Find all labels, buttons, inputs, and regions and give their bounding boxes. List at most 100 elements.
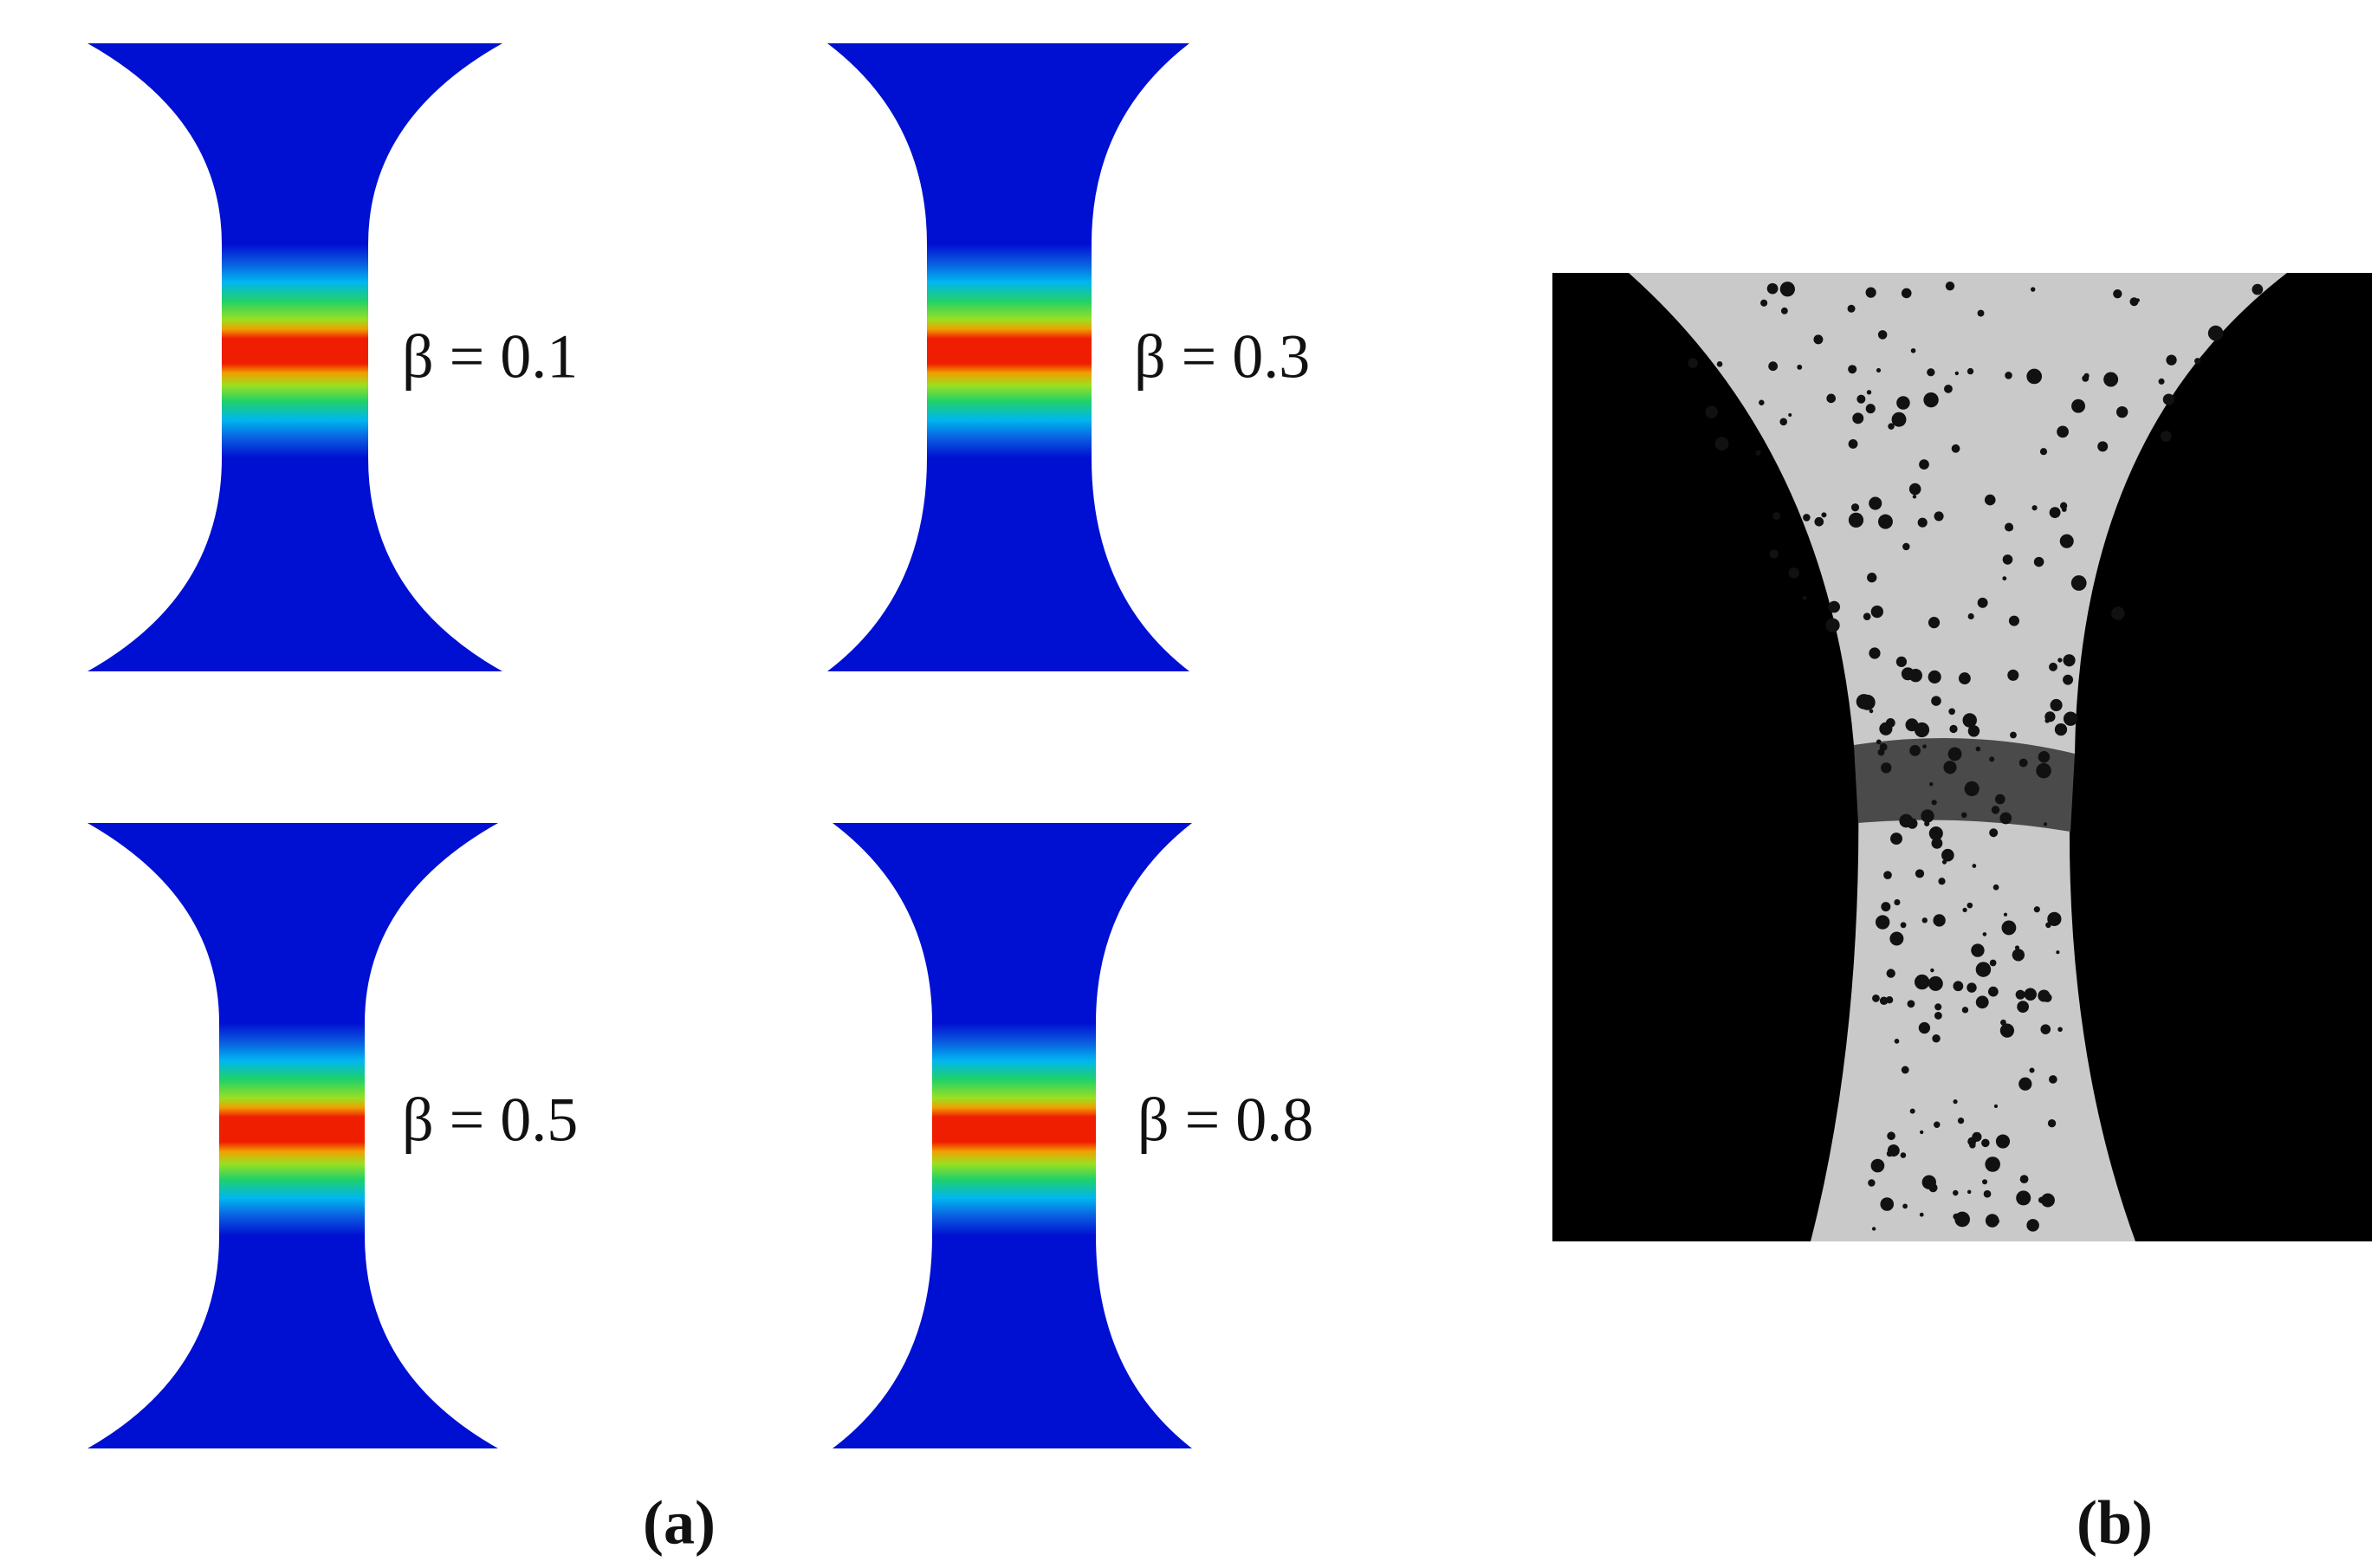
speckle — [1975, 995, 1989, 1009]
speckle — [1907, 1000, 1915, 1008]
speckle — [1941, 859, 1947, 865]
speckle — [1875, 915, 1890, 930]
speckle — [1755, 450, 1761, 456]
speckle — [1921, 809, 1934, 823]
speckle — [1938, 878, 1946, 885]
speckle — [2049, 662, 2057, 671]
speckle — [1962, 907, 1967, 913]
speckle — [1931, 800, 1937, 806]
speckle — [2158, 378, 2165, 385]
speckle — [1985, 1214, 1999, 1228]
speckle — [1953, 1189, 1959, 1196]
speckle — [1848, 439, 1858, 449]
speckle — [1999, 812, 2012, 825]
speckle — [1934, 1003, 1942, 1011]
speckle — [1944, 384, 1953, 393]
speckle — [1848, 512, 1864, 528]
speckle — [1914, 974, 1930, 990]
speckle — [1814, 516, 1824, 527]
speckle — [2194, 358, 2201, 365]
speckle — [1891, 411, 1907, 427]
speckle — [2047, 911, 2062, 927]
speckle — [1928, 826, 1943, 841]
speckle — [1921, 917, 1928, 923]
speckle — [1869, 647, 1881, 659]
speckle — [1927, 368, 1935, 377]
beta-label: β = 0.1 — [402, 322, 578, 392]
speckle — [2252, 283, 2264, 295]
speckle — [2033, 556, 2044, 567]
speckle — [1779, 418, 1788, 426]
speckle — [2026, 1219, 2039, 1232]
speckle — [1912, 495, 1917, 499]
speckle — [1967, 982, 1977, 993]
speckle — [1987, 986, 1999, 997]
speckle — [1779, 282, 1795, 297]
speckle — [2097, 441, 2109, 452]
speckle — [1888, 423, 1895, 430]
specimen-contour — [827, 43, 1189, 671]
speckle — [2003, 912, 2008, 917]
speckle — [1931, 837, 1943, 849]
speckle — [2056, 950, 2060, 955]
speckle — [1813, 334, 1824, 345]
speckle — [1922, 744, 1927, 749]
speckle — [1919, 1212, 1924, 1217]
speckle — [2026, 368, 2043, 385]
specimen-contour — [87, 823, 498, 1448]
caption-a: (a) — [643, 1488, 716, 1558]
speckle — [1995, 794, 2005, 805]
speckle — [1900, 922, 1907, 929]
speckle — [2038, 989, 2051, 1002]
speckle — [1881, 902, 1891, 912]
speckle — [1866, 390, 1872, 395]
speckle — [1958, 672, 1971, 685]
beta-label: β = 0.5 — [402, 1085, 578, 1155]
speckle — [2111, 606, 2125, 620]
speckle — [1759, 399, 1765, 406]
speckle — [2057, 658, 2063, 663]
speckle — [1879, 996, 1889, 1006]
speckle — [2005, 371, 2012, 379]
speckle — [1943, 761, 1957, 774]
speckle — [2160, 431, 2172, 442]
speckle — [2033, 906, 2040, 913]
speckle — [2002, 554, 2013, 565]
speckle — [2047, 1119, 2057, 1128]
speckle — [2082, 374, 2090, 382]
speckle — [1971, 943, 1985, 957]
speckle — [1886, 969, 1895, 978]
speckle — [1900, 1152, 1907, 1158]
speckle — [2012, 949, 2025, 962]
speckle — [1972, 864, 1977, 868]
speckle — [1825, 618, 1840, 632]
speckle — [1873, 497, 1882, 507]
speckle — [1716, 361, 1723, 367]
speckle — [1995, 1134, 2011, 1149]
speckle — [2038, 1196, 2045, 1203]
speckle — [1929, 782, 1934, 787]
speckle — [1977, 597, 1988, 608]
speckle — [1868, 1179, 1876, 1187]
speckle — [1908, 668, 1922, 683]
speckle — [2000, 1019, 2006, 1026]
speckle — [1909, 1108, 1915, 1114]
speckle — [1934, 511, 1944, 522]
speckle — [1901, 288, 1912, 299]
speckle — [1872, 995, 1880, 1002]
speckle — [1981, 1138, 1990, 1148]
speckle — [1889, 931, 1904, 946]
speckle — [1766, 282, 1779, 295]
speckle — [1960, 812, 1967, 819]
speckle — [2070, 575, 2087, 591]
speckle — [1954, 371, 1960, 376]
speckle — [2049, 1075, 2057, 1084]
speckle — [2019, 1175, 2029, 1184]
speckle — [1992, 884, 1999, 891]
speckle — [1788, 412, 1792, 417]
speckle — [2063, 711, 2078, 726]
speckle — [1871, 1227, 1876, 1231]
speckle — [1902, 542, 1910, 551]
speckle — [1780, 307, 1788, 314]
speckle — [1993, 1218, 2000, 1224]
